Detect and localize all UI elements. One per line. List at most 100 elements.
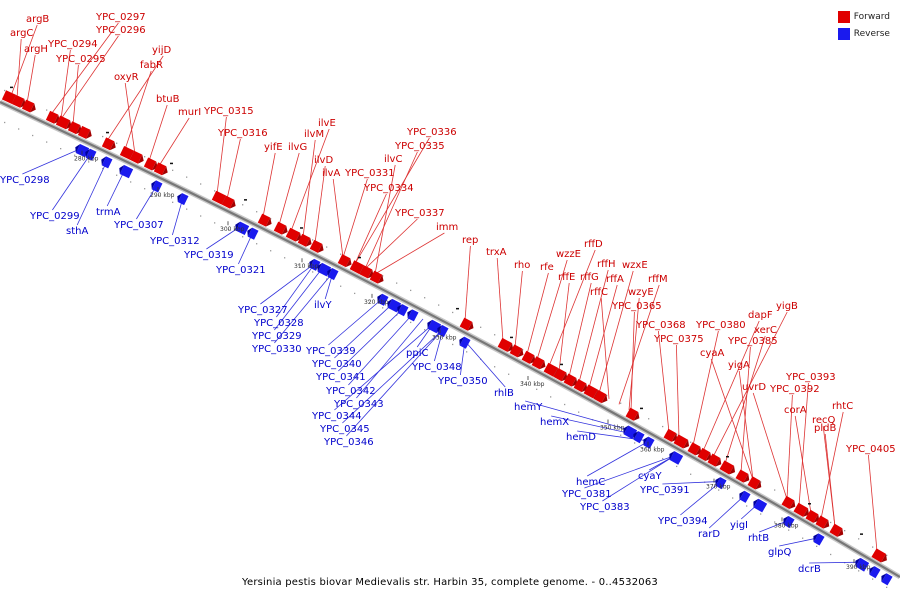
forward-gene-label-ypc-0392: YPC_0392	[769, 384, 820, 395]
reverse-gene	[101, 156, 113, 169]
tick-label: 320 kbp	[364, 299, 389, 306]
reverse-gene-label-ypc-0328: YPC_0328	[253, 318, 304, 329]
label-connector	[702, 320, 760, 452]
reverse-gene-label-stha: sthA	[66, 226, 88, 237]
guide-dot	[830, 553, 832, 556]
guide-dot	[186, 208, 188, 210]
reverse-gene-label-ypc-0340: YPC_0340	[311, 359, 362, 370]
reverse-gene	[151, 180, 163, 193]
label-connector	[374, 164, 396, 275]
guide-dot	[284, 257, 286, 259]
guide-dot	[452, 311, 454, 314]
reverse-gene-label-ypc-0343: YPC_0343	[333, 399, 384, 410]
label-connector	[354, 137, 430, 264]
feature-mark	[244, 199, 247, 201]
guide-dot	[144, 188, 146, 190]
guide-dot	[508, 373, 510, 375]
forward-gene-label-argb: argB	[26, 14, 49, 25]
label-connector	[50, 22, 119, 115]
label-connector	[364, 218, 418, 270]
reverse-gene-label-hemx: hemX	[540, 417, 569, 428]
label-connector	[260, 262, 316, 305]
forward-gene-label-ypc-0295: YPC_0295	[55, 54, 106, 65]
label-connector	[809, 561, 862, 564]
guide-dot	[424, 297, 426, 299]
label-connector	[60, 35, 119, 120]
guide-dot	[550, 396, 552, 398]
forward-gene-label-ypc-0365: YPC_0365	[611, 301, 662, 312]
reverse-gene	[669, 451, 684, 465]
tick-label: 350 kbp	[600, 425, 625, 432]
label-connector	[72, 64, 79, 125]
reverse-gene	[869, 566, 881, 579]
guide-dot	[46, 109, 48, 111]
feature-mark	[808, 503, 811, 505]
label-connector	[334, 323, 434, 411]
label-connector	[820, 411, 844, 519]
forward-gene-label-ypc-0393: YPC_0393	[785, 372, 836, 383]
guide-dot	[144, 156, 146, 158]
reverse-gene-label-ypc-0312: YPC_0312	[149, 236, 200, 247]
label-connector	[514, 270, 523, 348]
label-connector	[148, 104, 168, 162]
guide-dot	[830, 521, 832, 524]
tick-label: 380 kbp	[774, 522, 799, 529]
guide-dot	[578, 411, 580, 413]
feature-mark	[10, 86, 13, 89]
forward-gene-label-trxa: trxA	[486, 247, 507, 258]
label-connector	[525, 400, 630, 431]
label-connector	[496, 257, 504, 342]
reverse-gene	[881, 573, 893, 586]
reverse-gene-label-ypc-0348: YPC_0348	[411, 362, 462, 373]
guide-dot	[410, 321, 412, 324]
label-connector	[786, 394, 793, 500]
forward-gene-label-rffe: rffE	[558, 272, 575, 283]
label-connector	[600, 297, 610, 399]
label-connector	[692, 330, 719, 446]
guide-dot	[858, 538, 860, 540]
guide-dot	[130, 181, 132, 183]
forward-gene	[337, 254, 352, 268]
reverse-gene-label-ypc-0341: YPC_0341	[315, 372, 366, 383]
label-connector	[274, 267, 324, 331]
label-connector	[76, 160, 108, 226]
forward-gene-label-ypc-0336: YPC_0336	[406, 127, 457, 138]
forward-gene-label-ypc-0334: YPC_0334	[363, 183, 414, 194]
label-connector	[22, 148, 82, 175]
forward-gene	[735, 469, 750, 483]
label-connector	[724, 335, 766, 464]
forward-gene	[625, 407, 640, 421]
label-connector	[328, 297, 384, 346]
forward-gene	[593, 389, 608, 404]
reverse-gene-label-ypc-0350: YPC_0350	[437, 376, 488, 387]
forward-gene-label-btub: btuB	[156, 94, 180, 105]
guide-dot	[298, 264, 300, 266]
reverse-gene-label-dcrb: dcrB	[798, 564, 821, 575]
forward-gene-label-ypc-0405: YPC_0405	[845, 444, 896, 455]
forward-gene	[793, 502, 809, 517]
label-connector	[630, 311, 635, 412]
forward-gene-label-rffm: rffM	[648, 274, 668, 285]
forward-gene-label-ypc-0331: YPC_0331	[344, 168, 395, 179]
forward-gene-label-yiga: yigA	[728, 360, 750, 371]
reverse-gene	[739, 490, 751, 503]
reverse-swatch	[837, 27, 850, 40]
forward-gene	[815, 515, 830, 529]
label-connector	[16, 38, 22, 99]
label-connector	[332, 178, 344, 258]
guide-dot	[326, 278, 328, 280]
label-connector	[278, 152, 300, 226]
label-connector	[558, 282, 570, 372]
guide-dot	[438, 304, 440, 306]
guide-dot	[522, 349, 524, 351]
label-connector	[314, 165, 326, 244]
forward-gene-label-ypc-0385: YPC_0385	[727, 336, 778, 347]
label-connector	[578, 269, 609, 383]
forward-gene	[273, 221, 288, 235]
reverse-gene-label-hemy: hemY	[514, 402, 543, 413]
forward-gene	[257, 213, 272, 227]
guide-dot	[396, 282, 398, 284]
reverse-gene	[397, 304, 409, 317]
reverse-gene	[309, 258, 321, 271]
reverse-gene-label-ypc-0391: YPC_0391	[639, 485, 690, 496]
